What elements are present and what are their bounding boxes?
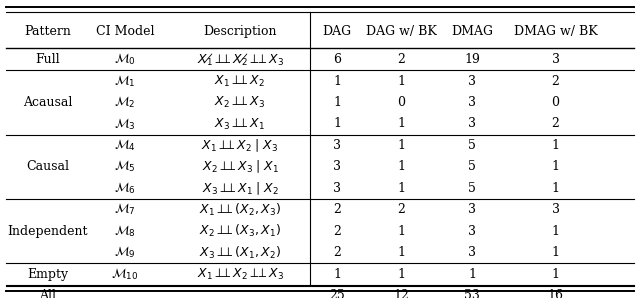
Text: 1: 1 bbox=[397, 246, 405, 259]
Text: 3: 3 bbox=[333, 160, 341, 173]
Text: 16: 16 bbox=[548, 289, 564, 298]
Text: 1: 1 bbox=[552, 246, 559, 259]
Text: 12: 12 bbox=[394, 289, 409, 298]
Text: $X_2 \perp\!\!\!\perp (X_3, X_1)$: $X_2 \perp\!\!\!\perp (X_3, X_1)$ bbox=[199, 223, 281, 239]
Text: 2: 2 bbox=[333, 225, 341, 238]
Text: 2: 2 bbox=[333, 203, 341, 216]
Text: 3: 3 bbox=[552, 53, 559, 66]
Text: 5: 5 bbox=[468, 139, 476, 152]
Text: 1: 1 bbox=[397, 117, 405, 131]
Text: 2: 2 bbox=[397, 53, 405, 66]
Text: 6: 6 bbox=[333, 53, 341, 66]
Text: $X_1 \perp\!\!\!\perp X_2$: $X_1 \perp\!\!\!\perp X_2$ bbox=[214, 74, 266, 89]
Text: DAG w/ BK: DAG w/ BK bbox=[366, 25, 436, 38]
Text: 0: 0 bbox=[552, 96, 559, 109]
Text: 1: 1 bbox=[552, 225, 559, 238]
Text: $\mathcal{M}_6$: $\mathcal{M}_6$ bbox=[114, 181, 136, 196]
Text: DMAG w/ BK: DMAG w/ BK bbox=[514, 25, 597, 38]
Text: 3: 3 bbox=[333, 182, 341, 195]
Text: CI Model: CI Model bbox=[95, 25, 154, 38]
Text: $\mathcal{M}_2$: $\mathcal{M}_2$ bbox=[114, 95, 136, 110]
Text: 3: 3 bbox=[468, 117, 476, 131]
Text: 1: 1 bbox=[552, 268, 559, 281]
Text: DAG: DAG bbox=[323, 25, 352, 38]
Text: 1: 1 bbox=[333, 74, 341, 88]
Text: 1: 1 bbox=[552, 160, 559, 173]
Text: $\mathcal{M}_3$: $\mathcal{M}_3$ bbox=[114, 117, 136, 131]
Text: 1: 1 bbox=[333, 96, 341, 109]
Text: $\mathcal{M}_0$: $\mathcal{M}_0$ bbox=[114, 52, 136, 67]
Text: $X_2 \perp\!\!\!\perp X_3 \mid X_1$: $X_2 \perp\!\!\!\perp X_3 \mid X_1$ bbox=[202, 159, 278, 175]
Text: 3: 3 bbox=[468, 96, 476, 109]
Text: 3: 3 bbox=[552, 203, 559, 216]
Text: 1: 1 bbox=[552, 182, 559, 195]
Text: 2: 2 bbox=[397, 203, 405, 216]
Text: 1: 1 bbox=[552, 139, 559, 152]
Text: 1: 1 bbox=[397, 74, 405, 88]
Text: 19: 19 bbox=[465, 53, 480, 66]
Text: 3: 3 bbox=[468, 203, 476, 216]
Text: 1: 1 bbox=[333, 268, 341, 281]
Text: 25: 25 bbox=[330, 289, 345, 298]
Text: $\mathcal{M}_{10}$: $\mathcal{M}_{10}$ bbox=[111, 267, 138, 282]
Text: Causal: Causal bbox=[26, 160, 70, 173]
Text: $\mathcal{M}_4$: $\mathcal{M}_4$ bbox=[114, 138, 136, 153]
Text: 1: 1 bbox=[468, 268, 476, 281]
Text: $\mathcal{M}_7$: $\mathcal{M}_7$ bbox=[114, 202, 136, 217]
Text: 3: 3 bbox=[468, 225, 476, 238]
Text: $X_2 \perp\!\!\!\perp X_3$: $X_2 \perp\!\!\!\perp X_3$ bbox=[214, 95, 266, 110]
Text: 3: 3 bbox=[468, 246, 476, 259]
Text: Independent: Independent bbox=[8, 225, 88, 238]
Text: 2: 2 bbox=[552, 74, 559, 88]
Text: 1: 1 bbox=[397, 225, 405, 238]
Text: $\mathcal{M}_8$: $\mathcal{M}_8$ bbox=[114, 224, 136, 239]
Text: $\mathcal{M}_5$: $\mathcal{M}_5$ bbox=[114, 159, 136, 174]
Text: 2: 2 bbox=[333, 246, 341, 259]
Text: Pattern: Pattern bbox=[24, 25, 72, 38]
Text: $X_3 \perp\!\!\!\perp X_1 \mid X_2$: $X_3 \perp\!\!\!\perp X_1 \mid X_2$ bbox=[202, 180, 278, 197]
Text: $X_1 \perp\!\!\!\perp X_2 \mid X_3$: $X_1 \perp\!\!\!\perp X_2 \mid X_3$ bbox=[202, 137, 278, 154]
Text: 53: 53 bbox=[465, 289, 480, 298]
Text: Full: Full bbox=[36, 53, 60, 66]
Text: $X_1 \not\perp\!\!\!\perp X_2 \not\perp\!\!\!\perp X_3$: $X_1 \not\perp\!\!\!\perp X_2 \not\perp\… bbox=[196, 52, 284, 68]
Text: 1: 1 bbox=[397, 160, 405, 173]
Text: 2: 2 bbox=[552, 117, 559, 131]
Text: Empty: Empty bbox=[28, 268, 68, 281]
Text: 3: 3 bbox=[333, 139, 341, 152]
Text: $X_1 \perp\!\!\!\perp (X_2, X_3)$: $X_1 \perp\!\!\!\perp (X_2, X_3)$ bbox=[199, 202, 281, 218]
Text: 0: 0 bbox=[397, 96, 405, 109]
Text: 1: 1 bbox=[397, 268, 405, 281]
Text: 1: 1 bbox=[397, 139, 405, 152]
Text: $X_3 \perp\!\!\!\perp (X_1, X_2)$: $X_3 \perp\!\!\!\perp (X_1, X_2)$ bbox=[199, 245, 281, 261]
Text: $\mathcal{M}_9$: $\mathcal{M}_9$ bbox=[114, 245, 136, 260]
Text: $\mathcal{M}_1$: $\mathcal{M}_1$ bbox=[114, 74, 136, 89]
Text: 5: 5 bbox=[468, 160, 476, 173]
Text: 1: 1 bbox=[397, 182, 405, 195]
Text: Acausal: Acausal bbox=[23, 96, 73, 109]
Text: 5: 5 bbox=[468, 182, 476, 195]
Text: DMAG: DMAG bbox=[451, 25, 493, 38]
Text: All: All bbox=[40, 289, 56, 298]
Text: $X_3 \perp\!\!\!\perp X_1$: $X_3 \perp\!\!\!\perp X_1$ bbox=[214, 117, 266, 131]
Text: 1: 1 bbox=[333, 117, 341, 131]
Text: $X_1 \perp\!\!\!\perp X_2 \perp\!\!\!\perp X_3$: $X_1 \perp\!\!\!\perp X_2 \perp\!\!\!\pe… bbox=[196, 267, 284, 282]
Text: 3: 3 bbox=[468, 74, 476, 88]
Text: Description: Description bbox=[204, 25, 276, 38]
